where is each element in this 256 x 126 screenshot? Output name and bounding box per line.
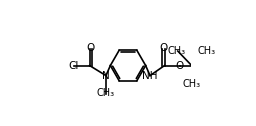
Text: O: O	[160, 42, 168, 53]
Text: CH₃: CH₃	[198, 46, 216, 56]
Text: O: O	[176, 60, 184, 71]
Text: NH: NH	[142, 71, 158, 81]
Text: O: O	[86, 42, 94, 53]
Text: CH₃: CH₃	[97, 88, 115, 98]
Text: Cl: Cl	[68, 60, 78, 71]
Text: N: N	[102, 71, 110, 81]
Text: CH₃: CH₃	[183, 79, 201, 89]
Text: CH₃: CH₃	[167, 46, 186, 56]
